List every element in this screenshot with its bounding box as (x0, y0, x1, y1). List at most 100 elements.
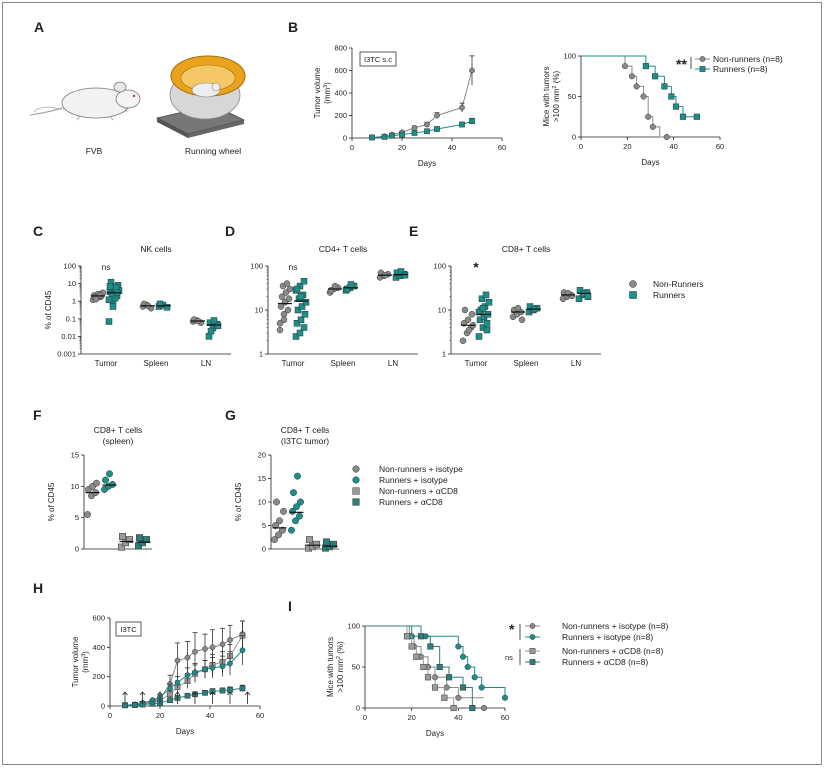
data-point (300, 324, 308, 331)
legend-label: Runners + αCD8 (n=8) (562, 657, 648, 667)
data-point (227, 637, 233, 643)
data-point (420, 663, 427, 671)
data-point (459, 653, 467, 660)
y-tick-label: 50 (568, 92, 576, 101)
legend-marker (629, 291, 637, 299)
legend-marker (529, 623, 536, 629)
series-3 (365, 625, 477, 712)
data-point (459, 104, 465, 111)
data-point (293, 319, 301, 327)
survival-curve (581, 55, 667, 138)
series-0-ln (559, 289, 576, 303)
data-point (174, 679, 181, 686)
x-tick-label: 60 (256, 711, 264, 720)
caption-fvb: FVB (86, 146, 103, 156)
y-axis-label: % of CD45 (47, 482, 56, 521)
legend-label: Non-runners + isotype (n=8) (562, 621, 668, 631)
data-point (174, 657, 181, 664)
data-point (483, 326, 491, 334)
data-point (156, 300, 164, 308)
panel-label-h: H (33, 580, 43, 596)
data-point (483, 319, 491, 327)
chart-D: 1 10 100 CD4+ T cells Tumor Spleen LN ns (250, 244, 418, 368)
series-0-ln (189, 316, 205, 326)
data-point (514, 304, 522, 312)
y-tick-label: 1 (442, 350, 446, 359)
data-point (469, 118, 475, 124)
data-point (459, 684, 467, 691)
panel-label-i: I (288, 598, 292, 614)
data-point (575, 295, 583, 303)
series-1-ln (575, 287, 592, 303)
data-point (143, 536, 150, 544)
data-point (399, 131, 405, 138)
data-point (294, 472, 301, 480)
data-point (184, 692, 191, 699)
x-tick-label: 40 (454, 713, 462, 722)
data-point (297, 498, 304, 506)
treatment-arrow (157, 691, 163, 704)
series-1-spleen (155, 300, 171, 311)
data-point (306, 536, 313, 544)
y-tick-label: 100 (563, 52, 576, 61)
data-point (294, 306, 302, 314)
x-axis-label: Days (418, 159, 436, 168)
data-point (459, 337, 467, 345)
y-tick-label: 0.1 (66, 314, 76, 323)
category-label: Spleen (144, 359, 169, 368)
panel-label-d: D (225, 223, 235, 239)
category-label: Tumor (282, 359, 305, 368)
chart-H: 0 200 400 600 0 20 40 60 Days Tumor volume(mm3) I3… (71, 614, 264, 737)
treatment-arrow (192, 691, 198, 704)
legend-marker (529, 648, 536, 654)
data-point (455, 694, 462, 701)
data-point (105, 318, 113, 325)
legend-label: Runners (n=8) (713, 64, 768, 74)
panel-label-b: B (288, 19, 298, 35)
data-point (292, 517, 299, 525)
data-point (465, 326, 473, 334)
data-point (118, 543, 125, 551)
legend-label: Runners (653, 290, 685, 300)
x-tick-label: 60 (716, 142, 724, 151)
data-point (663, 133, 670, 141)
data-point (436, 663, 443, 671)
chart-B_volume: 0 200 400 600 800 0 20 40 60 Days Tumor volume(mm3… (313, 44, 506, 169)
data-point (408, 643, 415, 650)
panel-label-e: E (409, 223, 418, 239)
x-tick-label: 20 (407, 713, 415, 722)
data-point (330, 540, 337, 548)
series-0 (271, 498, 287, 544)
significance-label: * (509, 621, 515, 637)
series-1 (101, 470, 117, 493)
data-point (381, 134, 388, 140)
data-point (239, 647, 246, 654)
category-label: LN (571, 359, 581, 368)
category-label: Spleen (514, 359, 539, 368)
chart-F: 0 5 10 15 CD8+ T cells(spleen) % of CD45 (47, 425, 152, 554)
chart-title: CD4+ T cells (319, 244, 368, 254)
treatment-arrow (122, 691, 128, 704)
series-0 (581, 55, 670, 141)
data-point (413, 653, 420, 660)
treatment-arrow (174, 691, 181, 704)
data-point (427, 643, 434, 650)
panel-label-g: G (225, 407, 236, 423)
category-label: LN (201, 359, 211, 368)
data-point (652, 73, 659, 80)
y-axis-label: % of CD45 (44, 290, 53, 329)
series-0-tumor (276, 280, 294, 334)
x-tick-label: 0 (108, 711, 112, 720)
data-point (93, 479, 100, 487)
data-point (464, 316, 472, 324)
data-point (105, 296, 113, 304)
y-tick-label: 50 (352, 663, 360, 672)
data-point (661, 83, 668, 90)
data-point (482, 291, 490, 299)
data-point (202, 645, 208, 652)
significance-label: ns (102, 262, 111, 272)
data-point (501, 694, 509, 701)
data-point (298, 303, 306, 310)
y-tick-label: 10 (438, 306, 446, 315)
